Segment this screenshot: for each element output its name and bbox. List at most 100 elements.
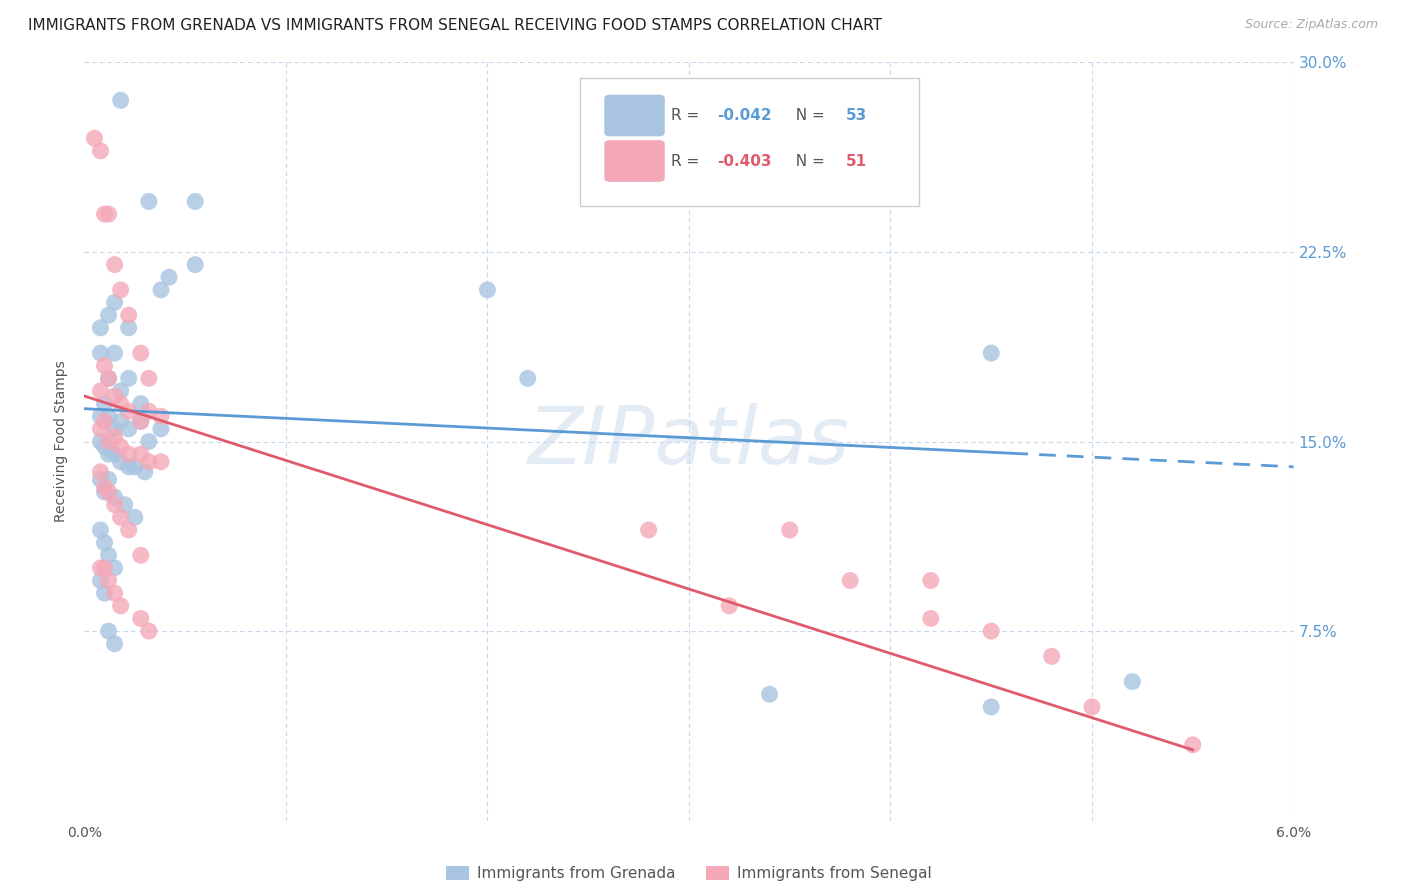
Text: -0.403: -0.403 xyxy=(717,153,772,169)
Point xyxy=(97,409,120,424)
Y-axis label: Receiving Food Stamps: Receiving Food Stamps xyxy=(55,360,69,523)
Point xyxy=(93,359,115,373)
Point xyxy=(118,404,141,418)
Point xyxy=(104,389,127,403)
Point xyxy=(129,447,152,461)
Point xyxy=(184,194,207,209)
Point xyxy=(104,498,127,512)
Point xyxy=(920,574,942,588)
Point xyxy=(110,510,132,524)
Point xyxy=(97,473,120,487)
Point xyxy=(129,548,152,563)
Point xyxy=(129,414,152,428)
Point xyxy=(637,523,659,537)
Point xyxy=(129,346,152,360)
Point xyxy=(93,485,115,500)
FancyBboxPatch shape xyxy=(605,95,665,136)
Point xyxy=(980,346,1002,360)
Point xyxy=(93,440,115,454)
Text: ZIPatlas: ZIPatlas xyxy=(527,402,851,481)
Point xyxy=(138,624,160,639)
Point xyxy=(110,455,132,469)
Point xyxy=(104,637,127,651)
Point xyxy=(124,459,146,474)
Point xyxy=(93,561,115,575)
Point xyxy=(516,371,538,385)
Point xyxy=(97,447,120,461)
Point xyxy=(118,523,141,537)
Legend: Immigrants from Grenada, Immigrants from Senegal: Immigrants from Grenada, Immigrants from… xyxy=(447,866,931,881)
Text: R =: R = xyxy=(671,153,704,169)
Point xyxy=(104,346,127,360)
Point xyxy=(104,295,127,310)
Point xyxy=(779,523,801,537)
Point xyxy=(1040,649,1063,664)
Point xyxy=(920,611,942,625)
Point xyxy=(93,414,115,428)
Point xyxy=(1121,674,1143,689)
Point xyxy=(97,371,120,385)
Point xyxy=(97,485,120,500)
Point xyxy=(118,320,141,334)
Point xyxy=(104,422,127,436)
Point xyxy=(839,574,862,588)
Point xyxy=(138,434,160,449)
Text: R =: R = xyxy=(671,108,704,123)
Point xyxy=(97,548,120,563)
Point xyxy=(89,434,111,449)
Point xyxy=(104,490,127,504)
Point xyxy=(83,131,105,145)
Point xyxy=(758,687,780,701)
Point xyxy=(157,270,180,285)
Point xyxy=(124,510,146,524)
Point xyxy=(93,480,115,494)
Point xyxy=(89,465,111,479)
Point xyxy=(110,414,132,428)
Point xyxy=(149,409,172,424)
Point xyxy=(89,473,111,487)
Point xyxy=(184,258,207,272)
Point xyxy=(138,194,160,209)
Point xyxy=(118,308,141,322)
Point xyxy=(93,535,115,549)
Point xyxy=(138,404,160,418)
Point xyxy=(718,599,741,613)
Point xyxy=(89,561,111,575)
Text: N =: N = xyxy=(786,153,830,169)
Point xyxy=(89,574,111,588)
Point xyxy=(110,384,132,398)
Point xyxy=(980,699,1002,714)
Point xyxy=(89,409,111,424)
Point xyxy=(89,320,111,334)
Point xyxy=(104,258,127,272)
Point xyxy=(118,459,141,474)
Point xyxy=(1081,699,1104,714)
Point xyxy=(118,447,141,461)
Point xyxy=(89,346,111,360)
Point xyxy=(104,561,127,575)
Point xyxy=(110,283,132,297)
Point xyxy=(129,396,152,410)
Text: Source: ZipAtlas.com: Source: ZipAtlas.com xyxy=(1244,18,1378,31)
FancyBboxPatch shape xyxy=(581,78,918,207)
Point xyxy=(97,624,120,639)
Point xyxy=(97,434,120,449)
Point xyxy=(149,422,172,436)
Text: 53: 53 xyxy=(846,108,868,123)
Point xyxy=(89,384,111,398)
Point xyxy=(89,523,111,537)
Point xyxy=(138,455,160,469)
Point xyxy=(93,586,115,600)
Point xyxy=(118,371,141,385)
Point xyxy=(93,396,115,410)
Point xyxy=(110,396,132,410)
Point xyxy=(129,611,152,625)
Point xyxy=(110,599,132,613)
Point xyxy=(114,498,136,512)
FancyBboxPatch shape xyxy=(605,140,665,182)
Point xyxy=(134,465,156,479)
Text: IMMIGRANTS FROM GRENADA VS IMMIGRANTS FROM SENEGAL RECEIVING FOOD STAMPS CORRELA: IMMIGRANTS FROM GRENADA VS IMMIGRANTS FR… xyxy=(28,18,882,33)
Point xyxy=(138,371,160,385)
Point xyxy=(110,94,132,108)
Point xyxy=(97,207,120,221)
